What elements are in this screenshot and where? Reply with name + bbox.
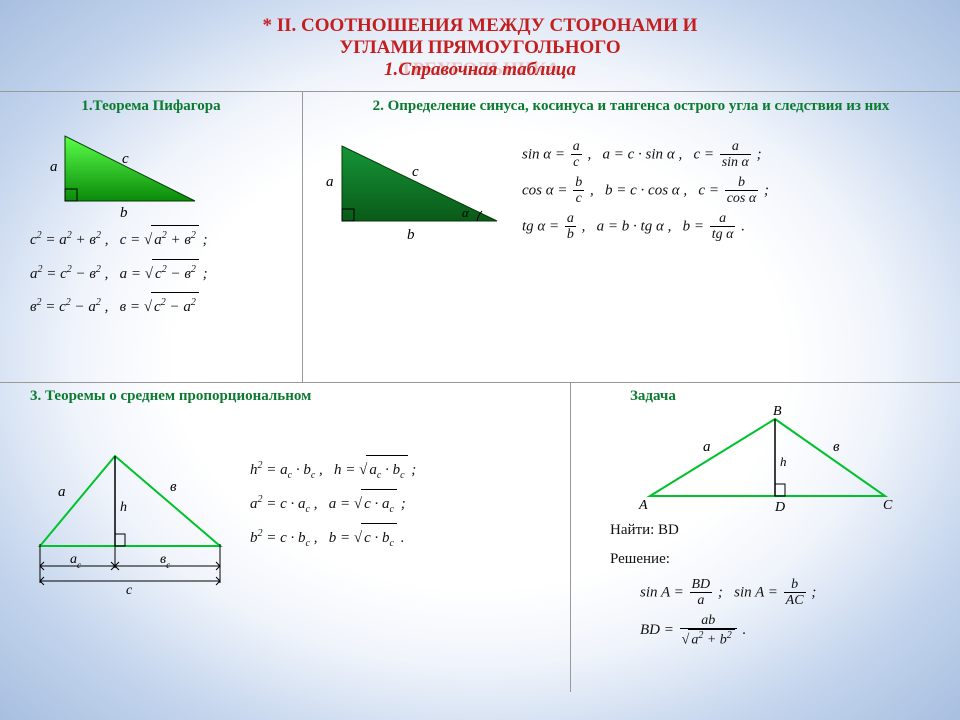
label-C4: C (883, 498, 893, 513)
triangle-trig: a b c α (302, 121, 522, 251)
formula-b2p: b2 = c · bc , b = √c · bc . (250, 523, 416, 553)
reference-table: 1.Теорема Пифагора a b c c2 = a2 + в2 , … (0, 91, 960, 692)
label-D4: D (774, 500, 785, 515)
cell-problem: Задача B A C D a в h Найти: BD Решение: … (570, 382, 960, 692)
formula-a2: a2 = c2 − в2 , a = √c2 − в2 ; (30, 259, 302, 289)
cell-pythagoras: 1.Теорема Пифагора a b c c2 = a2 + в2 , … (0, 92, 302, 382)
label-h4: h (780, 454, 787, 469)
label-bc: вc (160, 552, 170, 570)
cell-2-title: 2. Определение синуса, косинуса и танген… (302, 92, 960, 121)
title-line-2: УГЛАМИ ПРЯМОУГОЛЬНОГО (0, 37, 960, 59)
formula-h2: h2 = ac · bc , h = √ac · bc ; (250, 455, 416, 485)
label-b: b (120, 205, 128, 221)
formula-a2p: a2 = c · ac , a = √c · ac ; (250, 489, 416, 519)
label-B4: B (773, 404, 782, 419)
solve-text: Решение: (610, 545, 960, 574)
triangle-pythagoras: a b c (40, 121, 220, 221)
trig-formulas: sin α = ac , a = c · sin α , c = asin α … (522, 121, 769, 246)
slide-title-block: * II. СООТНОШЕНИЯ МЕЖДУ СТОРОНАМИ И УГЛА… (0, 0, 960, 83)
label-a2: a (326, 174, 334, 190)
cell-1-title: 1.Теорема Пифагора (0, 92, 302, 121)
formula-c2: c2 = a2 + в2 , c = √a2 + в2 ; (30, 225, 302, 255)
label-h3: h (120, 500, 127, 515)
triangle-problem: B A C D a в h (625, 401, 905, 516)
formula-sinA: sin A = BDa ; sin A = bAC ; (640, 577, 960, 609)
label-b4: в (833, 439, 840, 455)
mean-prop-formulas: h2 = ac · bc , h = √ac · bc ; a2 = c · a… (250, 426, 416, 557)
label-a3: a (58, 484, 66, 500)
label-c3: c (126, 583, 133, 596)
cell-3-title: 3. Теоремы о среднем пропорциональном (0, 382, 570, 411)
label-c2: c (412, 164, 419, 180)
label-A4: A (638, 498, 648, 513)
problem-formulas: sin A = BDa ; sin A = bAC ; BD = ab√a2 +… (570, 577, 960, 648)
title-ghost: ТРЕУГОЛЬНИКА (0, 59, 960, 81)
formula-bd: BD = ab√a2 + b2 . (640, 613, 960, 648)
formula-tg: tg α = ab , a = b · tg α , b = atg α . (522, 211, 769, 243)
triangle-mean-prop: a в h ac вc c (0, 426, 250, 596)
label-alpha: α (462, 205, 470, 220)
problem-text: Найти: BD Решение: (570, 516, 960, 573)
formula-cos: cos α = bc , b = c · cos α , c = bcos α … (522, 175, 769, 207)
title-line-1: * II. СООТНОШЕНИЯ МЕЖДУ СТОРОНАМИ И (0, 15, 960, 37)
formula-sin: sin α = ac , a = c · sin α , c = asin α … (522, 139, 769, 171)
label-b2: b (407, 227, 415, 243)
find-text: Найти: BD (610, 516, 960, 545)
label-a4: a (703, 439, 711, 455)
label-a: a (50, 159, 58, 175)
label-ac: ac (70, 552, 81, 570)
formula-b2: в2 = c2 − a2 , в = √c2 − a2 (30, 292, 302, 322)
label-b3: в (170, 479, 177, 495)
pythagoras-formulas: c2 = a2 + в2 , c = √a2 + в2 ; a2 = c2 − … (0, 225, 302, 322)
cell-mean-proportional: 3. Теоремы о среднем пропорциональном a (0, 382, 570, 692)
cell-trig: 2. Определение синуса, косинуса и танген… (302, 92, 960, 382)
label-c: c (122, 151, 129, 167)
